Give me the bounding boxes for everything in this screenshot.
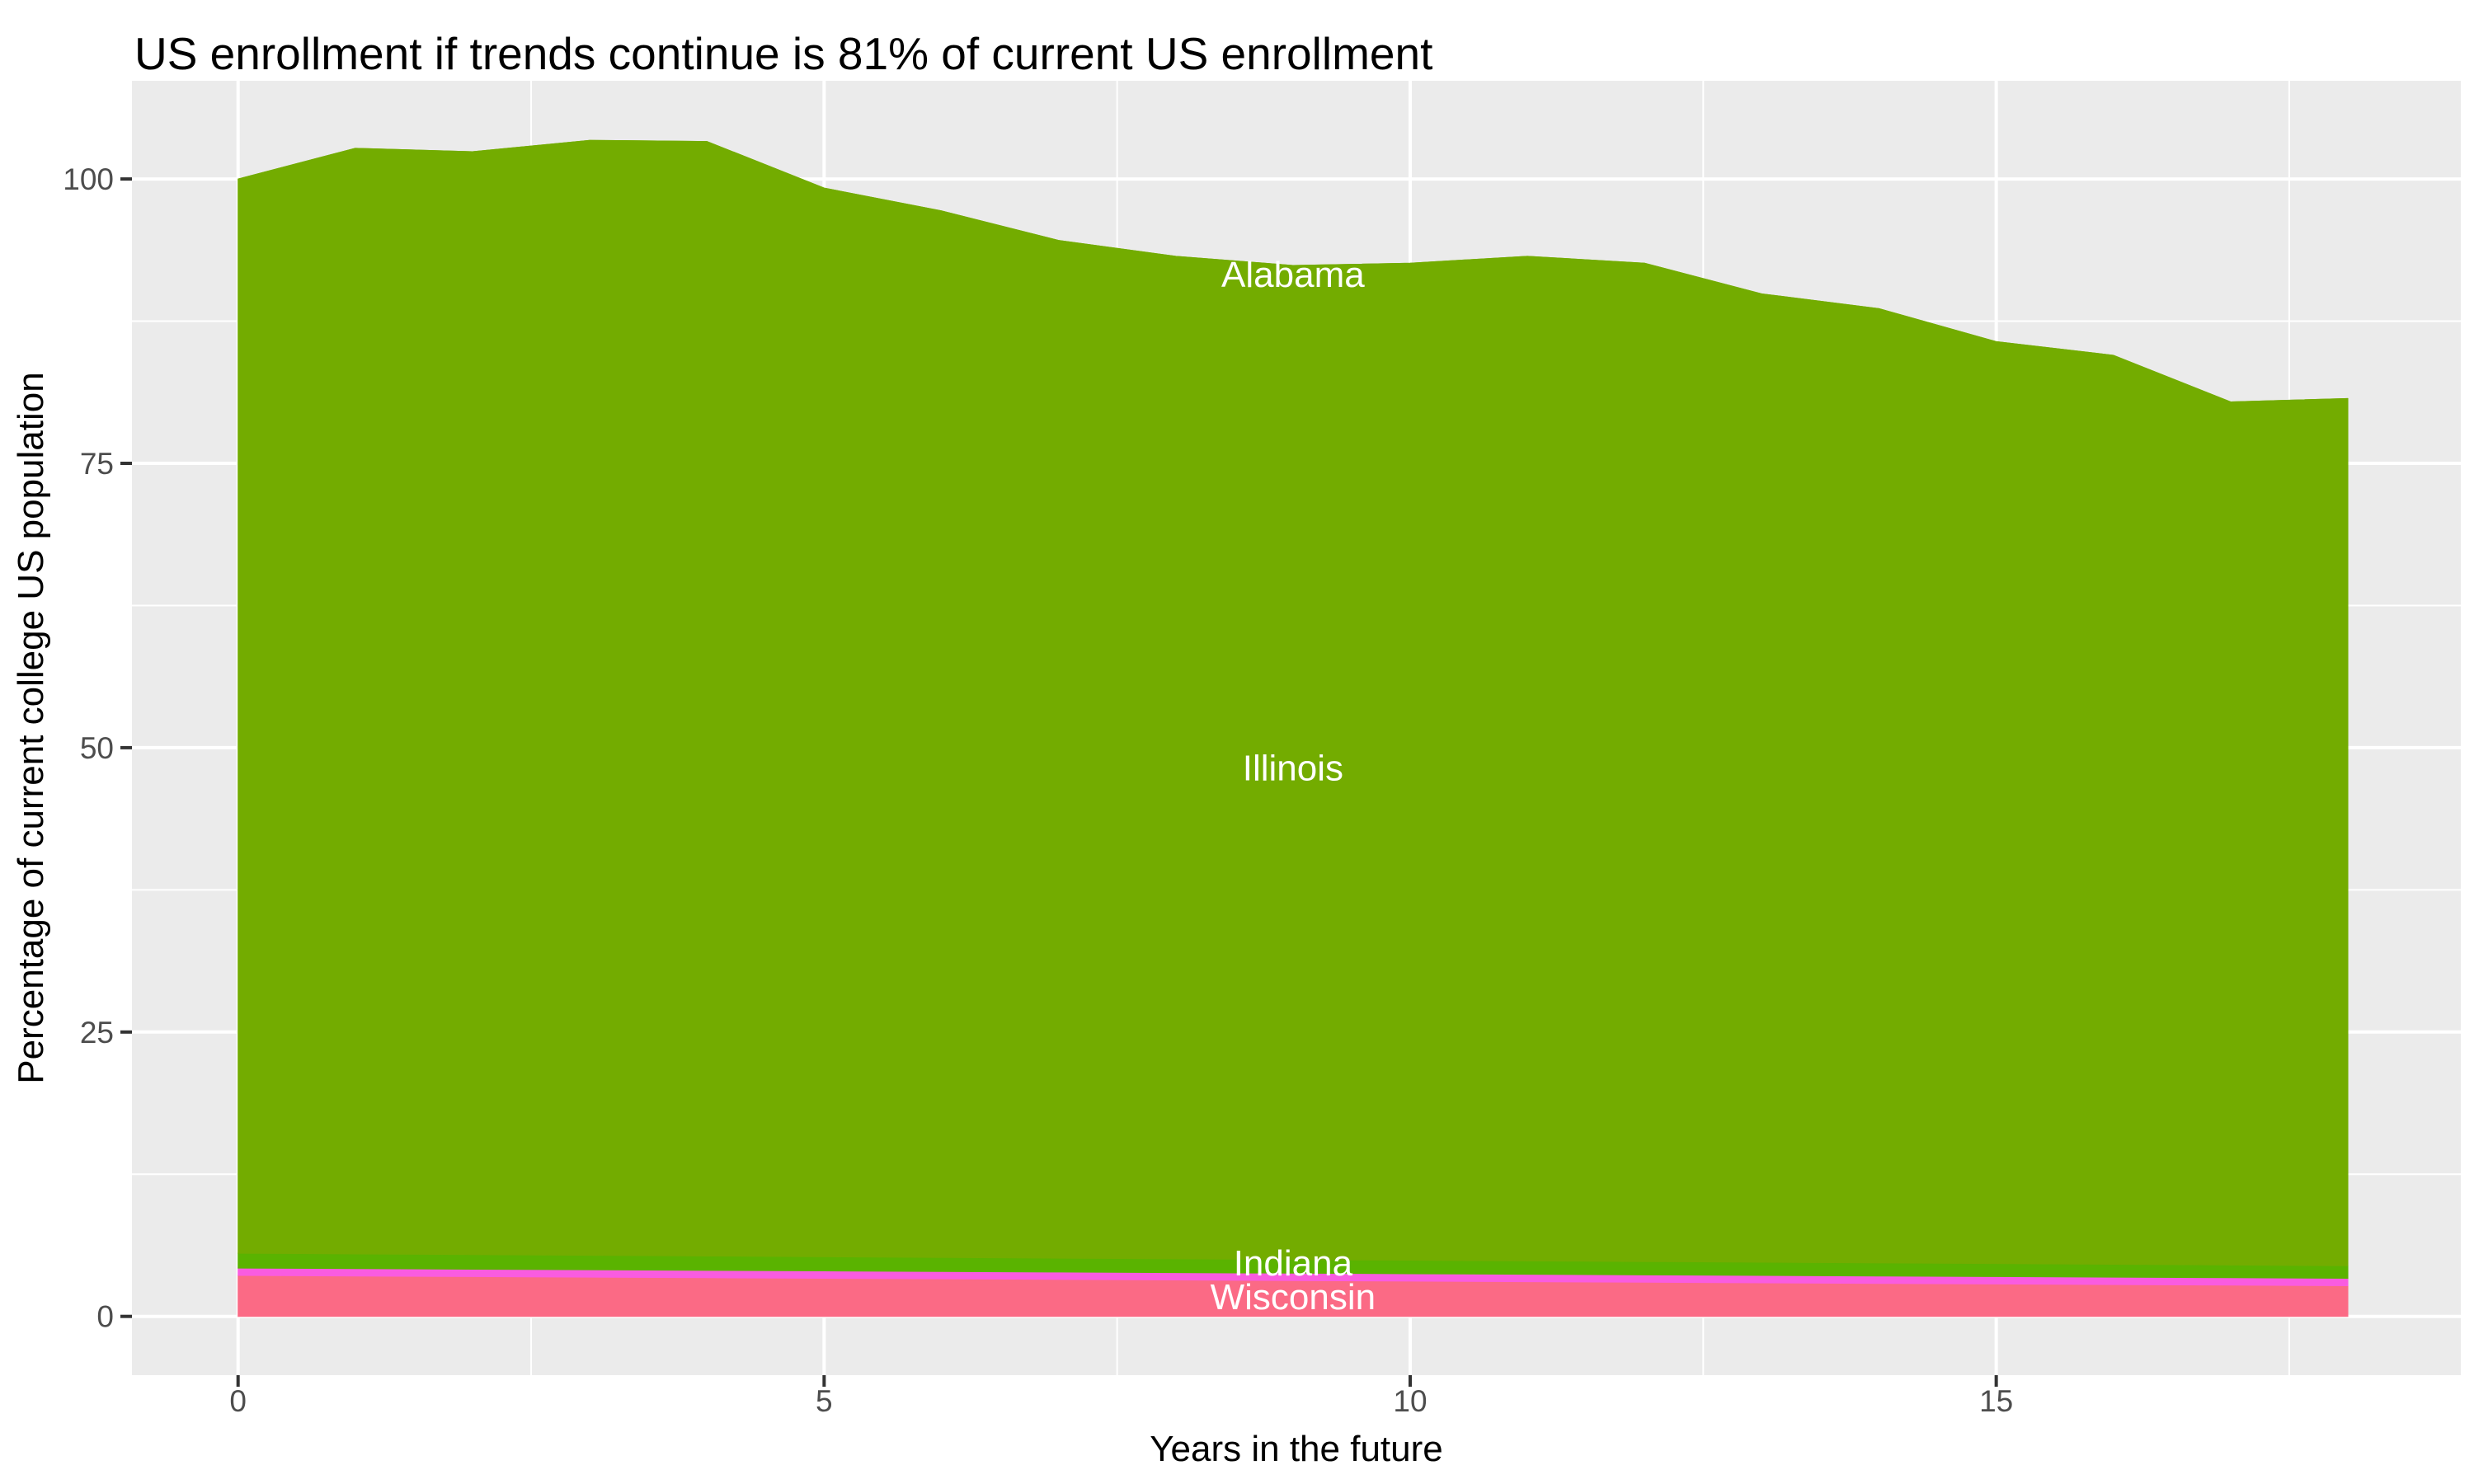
state-label-alabama: Alabama <box>1221 255 1365 295</box>
area-alabama <box>238 139 2349 403</box>
x-tick-label-3: 15 <box>1979 1384 2013 1418</box>
y-tick-label-4: 100 <box>63 162 114 196</box>
x-tick-label-1: 5 <box>816 1384 833 1418</box>
state-label-indiana: Indiana <box>1234 1243 1353 1284</box>
x-axis-title: Years in the future <box>1150 1429 1443 1469</box>
state-label-illinois: Illinois <box>1243 749 1343 789</box>
y-axis-title: Percentage of current college US populat… <box>11 372 51 1083</box>
y-tick-label-2: 50 <box>80 731 114 765</box>
axis-tick-marks <box>120 177 1998 1387</box>
x-tick-label-0: 0 <box>229 1384 247 1418</box>
stacked-areas <box>238 139 2349 1317</box>
x-tick-label-2: 10 <box>1393 1384 1427 1418</box>
y-tick-label-3: 75 <box>80 447 114 481</box>
plot-title: US enrollment if trends continue is 81% … <box>134 28 1432 79</box>
y-tick-label-0: 0 <box>96 1300 114 1334</box>
axis-tick-labels: 0 5 10 15 0 25 50 75 100 <box>63 162 2013 1418</box>
state-label-wisconsin: Wisconsin <box>1211 1277 1376 1317</box>
y-tick-label-1: 25 <box>80 1016 114 1050</box>
